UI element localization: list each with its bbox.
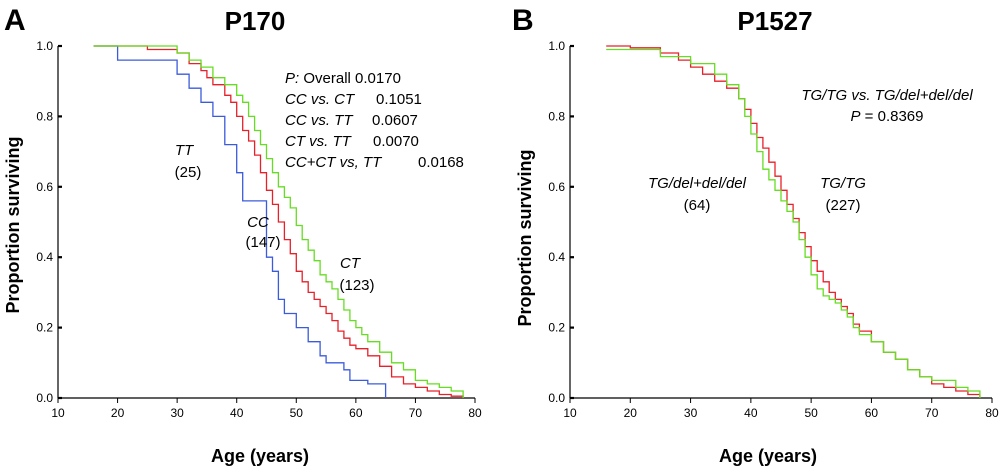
panel-a-stats: P: Overall 0.0170 CC vs. CT 0.1051 CC vs… bbox=[285, 70, 464, 171]
panel-a-x-tick-label: 10 bbox=[51, 406, 65, 420]
panel-a-x-tick-label: 40 bbox=[230, 406, 244, 420]
panel-b-y-tick-label: 0.2 bbox=[548, 321, 565, 335]
panel-a-series-tt bbox=[93, 45, 387, 398]
panel-b: B P1527 Proportion surviving Age (years)… bbox=[512, 4, 999, 466]
panel-a-y-tick-label: 1.0 bbox=[36, 39, 53, 53]
stats-cc-ct-label: CC vs. CT bbox=[285, 91, 356, 108]
panel-a-x-tick-label: 70 bbox=[409, 406, 423, 420]
panel-b-x-tick-label: 60 bbox=[865, 406, 879, 420]
panel-a-x-tick-label: 20 bbox=[111, 406, 125, 420]
label-tg-del-count: (64) bbox=[684, 197, 711, 214]
panel-b-y-tick-label: 0.6 bbox=[548, 180, 565, 194]
panel-a-y-axis-title: Proportion surviving bbox=[3, 136, 23, 313]
panel-b-x-tick-label: 70 bbox=[925, 406, 939, 420]
panel-a-y-tick-label: 0.8 bbox=[36, 109, 53, 123]
panel-a-letter: A bbox=[4, 4, 26, 37]
stats-cc-ct-value: 0.1051 bbox=[376, 91, 422, 108]
panel-b-x-tick-label: 80 bbox=[985, 406, 999, 420]
panel-a-x-tick-label: 80 bbox=[468, 406, 482, 420]
panel-b-x-tick-label: 10 bbox=[563, 406, 577, 420]
panel-a-series bbox=[93, 45, 464, 398]
panel-b-x-tick-label: 50 bbox=[804, 406, 818, 420]
stats-cc-tt-label: CC vs. TT bbox=[285, 112, 354, 129]
label-cc: CC bbox=[247, 214, 269, 231]
stats-overall-value: Overall 0.0170 bbox=[299, 70, 401, 87]
panel-b-y-tick-label: 1.0 bbox=[548, 39, 565, 53]
panel-a-x-tick-label: 60 bbox=[349, 406, 363, 420]
stats-p: P = 0.8369 bbox=[851, 108, 924, 125]
panel-a-y-tick-label: 0.2 bbox=[36, 321, 53, 335]
panel-a-y-tick-label: 0.4 bbox=[36, 250, 53, 264]
stats-p-prefix: P bbox=[851, 108, 861, 125]
panel-a-x-tick-label: 30 bbox=[170, 406, 184, 420]
panel-b-y-axis-title: Proportion surviving bbox=[515, 149, 535, 326]
stats-cc-tt-value: 0.0607 bbox=[372, 112, 418, 129]
panel-b-title: P1527 bbox=[737, 6, 812, 36]
stats-p-value: = 0.8369 bbox=[861, 108, 924, 125]
panel-a-axes: 10 20 30 40 50 60 70 80 0.0 0.2 0.4 0.6 0.8 1.0 bbox=[36, 39, 482, 420]
panel-b-y-tick-label: 0.4 bbox=[548, 250, 565, 264]
panel-a: A P170 Proportion surviving Age (years) … bbox=[3, 4, 482, 466]
stats-cc-ct-tt-value: 0.0168 bbox=[418, 154, 464, 171]
panel-a-series-ct bbox=[93, 45, 464, 398]
panel-a-x-axis-title: Age (years) bbox=[211, 446, 309, 466]
label-cc-count: (147) bbox=[245, 234, 280, 251]
label-tg-del: TG/del+del/del bbox=[648, 175, 747, 192]
label-tt-count: (25) bbox=[175, 164, 202, 181]
stats-comparison: TG/TG vs. TG/del+del/del bbox=[801, 87, 973, 104]
panel-b-y-tick-label: 0.8 bbox=[548, 109, 565, 123]
label-ct: CT bbox=[340, 255, 362, 272]
label-ct-count: (123) bbox=[339, 277, 374, 294]
label-tg-tg-count: (227) bbox=[825, 197, 860, 214]
panel-b-x-axis-title: Age (years) bbox=[719, 446, 817, 466]
panel-b-x-tick-label: 20 bbox=[624, 406, 638, 420]
panel-a-y-tick-label: 0.6 bbox=[36, 180, 53, 194]
label-tg-tg: TG/TG bbox=[820, 175, 866, 192]
label-tt: TT bbox=[175, 142, 195, 159]
panel-b-axes: 10 20 30 40 50 60 70 80 0.0 0.2 0.4 0.6 0.8 1.0 bbox=[548, 39, 999, 420]
panel-a-y-tick-label: 0.0 bbox=[36, 391, 53, 405]
panel-a-x-tick-label: 50 bbox=[290, 406, 304, 420]
panel-a-title: P170 bbox=[225, 6, 286, 36]
stats-ct-tt-label: CT vs. TT bbox=[285, 133, 353, 150]
panel-b-y-tick-label: 0.0 bbox=[548, 391, 565, 405]
stats-cc-ct-tt-label: CC+CT vs, TT bbox=[285, 154, 383, 171]
panel-a-series-cc bbox=[93, 45, 464, 398]
panel-b-x-tick-label: 30 bbox=[684, 406, 698, 420]
panel-b-series-tg-del-del-del bbox=[606, 48, 981, 398]
panel-b-x-tick-label: 40 bbox=[744, 406, 758, 420]
panel-b-series bbox=[606, 45, 981, 398]
stats-overall: P: Overall 0.0170 bbox=[285, 70, 401, 87]
stats-overall-prefix: P: bbox=[285, 70, 299, 87]
panel-b-letter: B bbox=[512, 4, 534, 37]
stats-ct-tt-value: 0.0070 bbox=[373, 133, 419, 150]
